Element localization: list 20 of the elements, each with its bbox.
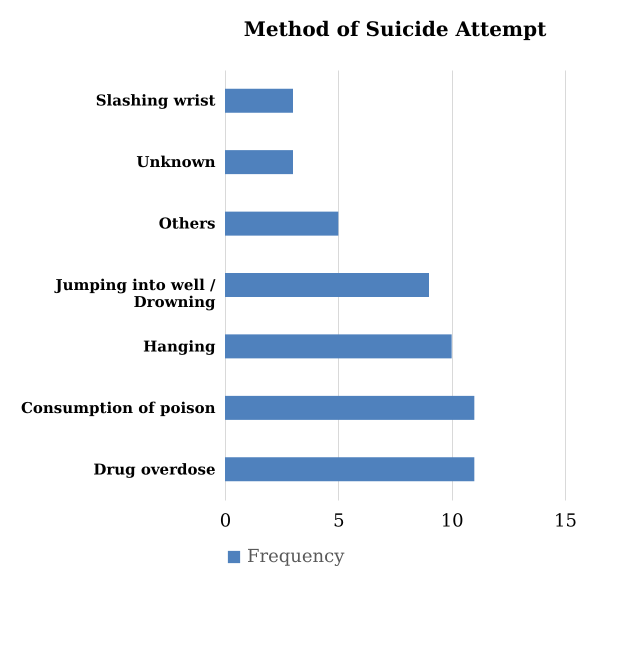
x-tick-label: 0 bbox=[220, 510, 232, 532]
x-tick-label: 15 bbox=[554, 510, 577, 532]
x-tick-label: 10 bbox=[440, 510, 464, 532]
y-tick-label: Slashing wrist bbox=[96, 92, 216, 110]
y-tick-label: Drug overdose bbox=[93, 460, 216, 478]
y-tick-label: Others bbox=[158, 214, 216, 233]
bar bbox=[225, 212, 338, 236]
bar bbox=[225, 396, 474, 420]
x-tick-label: 5 bbox=[333, 510, 345, 532]
chart-title: Method of Suicide Attempt bbox=[244, 17, 548, 41]
y-tick-label: Unknown bbox=[136, 153, 216, 172]
bar bbox=[225, 273, 429, 297]
y-tick-label: Jumping into well / Drowning bbox=[54, 276, 216, 311]
bar bbox=[225, 150, 293, 174]
y-tick-label: Consumption of poison bbox=[20, 398, 216, 417]
legend-label: Frequency bbox=[247, 546, 346, 567]
y-tick-label: Hanging bbox=[143, 337, 216, 356]
bar bbox=[225, 88, 293, 113]
bar bbox=[225, 334, 452, 358]
bar bbox=[225, 457, 474, 482]
